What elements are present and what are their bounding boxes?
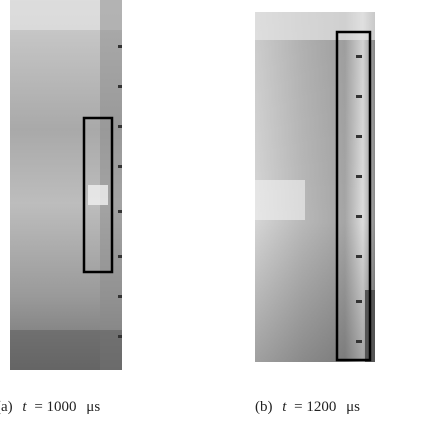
- caption-unit: μs: [346, 399, 360, 415]
- caption-unit: μs: [86, 399, 100, 415]
- caption: (b) t = 1200 μs: [255, 399, 360, 415]
- caption-variable: t: [22, 399, 27, 415]
- photo-a: [10, 0, 122, 370]
- caption: (a) t = 1000 μs: [0, 399, 100, 415]
- caption-label: (a): [0, 399, 13, 415]
- page: {"panels": [ {"label": "(a)", "variable"…: [0, 0, 430, 423]
- caption-equation: = 1000: [34, 399, 76, 415]
- caption-label: (b): [255, 399, 273, 415]
- figure: (a) t = 1000 μs (b) t = 1200 μs: [0, 0, 430, 423]
- photo-b: [255, 12, 375, 362]
- caption-equation: = 1200: [294, 399, 336, 415]
- caption-variable: t: [282, 399, 287, 415]
